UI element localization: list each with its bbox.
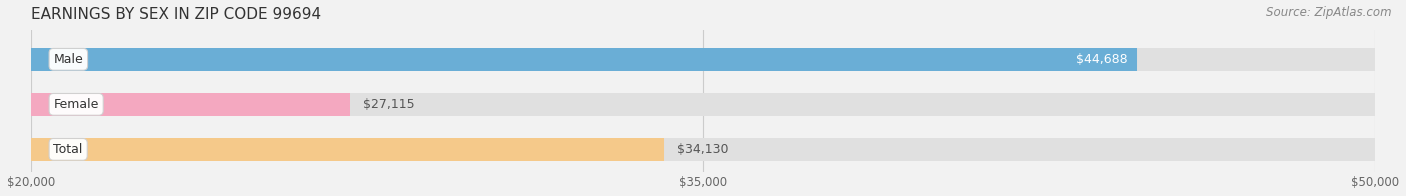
Bar <box>31 48 1375 71</box>
Text: EARNINGS BY SEX IN ZIP CODE 99694: EARNINGS BY SEX IN ZIP CODE 99694 <box>31 7 321 22</box>
Bar <box>31 93 1375 116</box>
Text: $34,130: $34,130 <box>678 143 728 156</box>
Text: $27,115: $27,115 <box>363 98 415 111</box>
Text: Male: Male <box>53 53 83 66</box>
Bar <box>31 93 350 116</box>
Text: Source: ZipAtlas.com: Source: ZipAtlas.com <box>1267 6 1392 19</box>
Bar <box>31 48 1137 71</box>
Text: $44,688: $44,688 <box>1077 53 1128 66</box>
Bar <box>31 138 664 161</box>
Bar <box>31 138 1375 161</box>
Text: Total: Total <box>53 143 83 156</box>
Text: Female: Female <box>53 98 98 111</box>
